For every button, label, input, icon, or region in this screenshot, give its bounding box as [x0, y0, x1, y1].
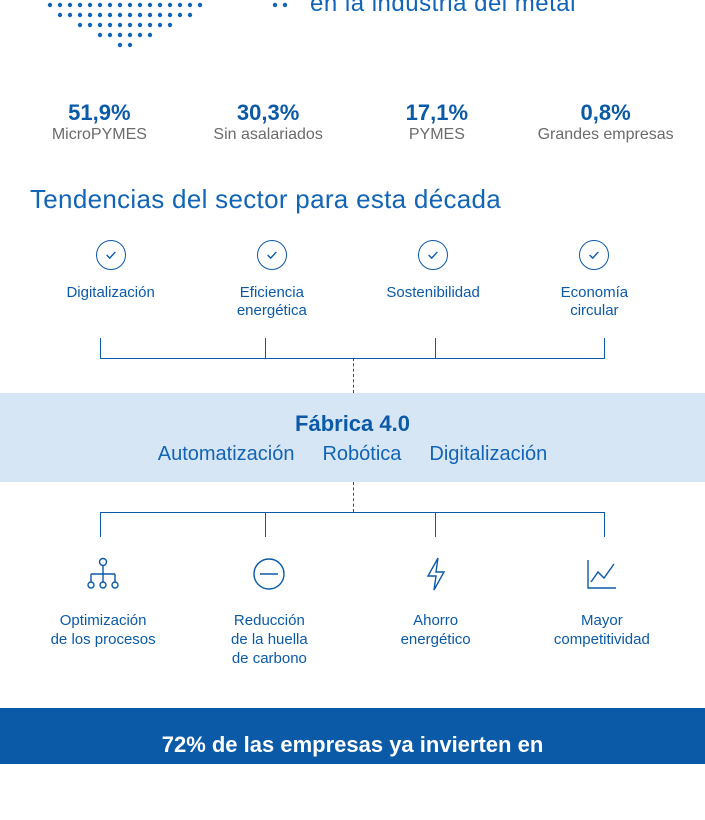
- check-icon: [579, 240, 609, 270]
- stat-label: MicroPYMES: [20, 126, 179, 144]
- outcome-label: Ahorroenergético: [353, 612, 519, 650]
- header-title: en la industria del metal: [310, 0, 576, 18]
- stat-label: PYMES: [358, 126, 517, 144]
- stat-label: Grandes empresas: [526, 126, 685, 144]
- stat-item: 51,9% MicroPYMES: [20, 100, 179, 144]
- chart-up-icon: [519, 552, 685, 596]
- stat-pct: 0,8%: [526, 100, 685, 126]
- fabrica-title: Fábrica 4.0: [10, 411, 695, 437]
- header: en la industria del metal: [0, 0, 705, 20]
- trends-row: Digitalización Eficienciaenergética Sost…: [0, 240, 705, 320]
- outcome-item: Reducciónde la huellade carbono: [186, 552, 352, 668]
- minus-circle-icon: [186, 552, 352, 596]
- trend-item: Economíacircular: [514, 240, 675, 320]
- fabrica-sub: Automatización: [158, 443, 295, 466]
- stat-label: Sin asalariados: [189, 126, 348, 144]
- footer-banner: 72% de las empresas ya invierten en: [0, 708, 705, 764]
- check-icon: [257, 240, 287, 270]
- connector-top-icon: [40, 338, 665, 393]
- outcome-label: Optimizaciónde los procesos: [20, 612, 186, 650]
- trend-item: Digitalización: [30, 240, 191, 320]
- check-icon: [96, 240, 126, 270]
- connector-bottom-icon: [40, 482, 665, 552]
- section-title: Tendencias del sector para esta década: [0, 174, 705, 240]
- fabrica-subs: Automatización Robótica Digitalización: [10, 443, 695, 466]
- outcome-label: Reducciónde la huellade carbono: [186, 612, 352, 668]
- trend-item: Sostenibilidad: [353, 240, 514, 320]
- trend-label: Economíacircular: [514, 284, 675, 320]
- outcome-label: Mayorcompetitividad: [519, 612, 685, 650]
- trend-label: Sostenibilidad: [353, 284, 514, 302]
- trend-label: Eficienciaenergética: [191, 284, 352, 320]
- stat-pct: 30,3%: [189, 100, 348, 126]
- trend-item: Eficienciaenergética: [191, 240, 352, 320]
- stat-pct: 51,9%: [20, 100, 179, 126]
- dotted-map-icon: [30, 0, 290, 60]
- stat-pct: 17,1%: [358, 100, 517, 126]
- outcome-item: Mayorcompetitividad: [519, 552, 685, 668]
- fabrica-sub: Digitalización: [429, 443, 547, 466]
- stat-item: 0,8% Grandes empresas: [526, 100, 685, 144]
- outcomes-row: Optimizaciónde los procesos Reducciónde …: [0, 552, 705, 708]
- bolt-icon: [353, 552, 519, 596]
- stat-item: 17,1% PYMES: [358, 100, 517, 144]
- footer-text: 72% de las empresas ya invierten en: [162, 732, 544, 757]
- outcome-item: Optimizaciónde los procesos: [20, 552, 186, 668]
- outcome-item: Ahorroenergético: [353, 552, 519, 668]
- check-icon: [418, 240, 448, 270]
- fabrica-band: Fábrica 4.0 Automatización Robótica Digi…: [0, 393, 705, 482]
- process-tree-icon: [20, 552, 186, 596]
- fabrica-sub: Robótica: [322, 443, 401, 466]
- stat-item: 30,3% Sin asalariados: [189, 100, 348, 144]
- trend-label: Digitalización: [30, 284, 191, 302]
